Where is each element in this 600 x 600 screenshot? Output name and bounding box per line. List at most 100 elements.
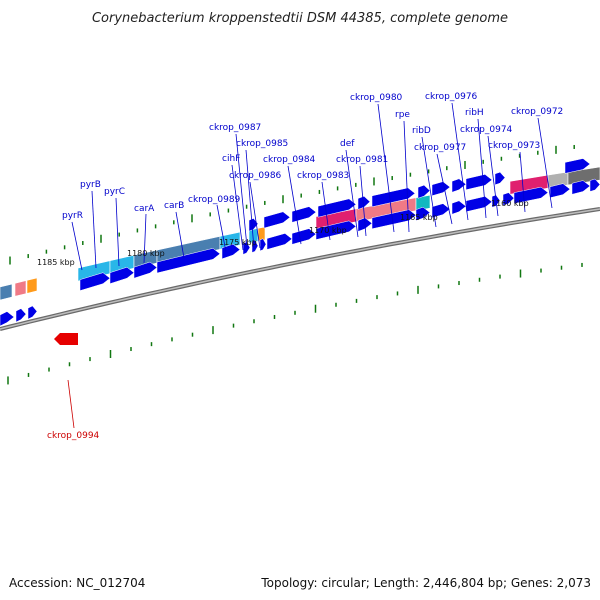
cog-category-track: [0, 166, 600, 301]
gene-label-carB[interactable]: carB: [164, 201, 184, 211]
gene-arrow-icon: [263, 211, 291, 229]
gene-arrow-icon: [451, 200, 467, 215]
upper-tick-track: [9, 144, 575, 265]
gene-label-cihF[interactable]: cihF: [222, 154, 240, 164]
leader-line: [231, 164, 244, 251]
leader-line: [249, 181, 261, 249]
leader-line: [537, 117, 553, 209]
gene-arrow-icon: [221, 243, 241, 260]
leader-line: [436, 153, 453, 225]
leader-line: [345, 149, 359, 238]
leader-line: [451, 102, 469, 221]
gene-arrow-icon: [242, 241, 251, 255]
genome-summary-label: Topology: circular; Length: 2,446,804 bp…: [261, 576, 591, 590]
leader-ckrop_0994: [67, 379, 75, 429]
gene-label-ckrop_0989[interactable]: ckrop_0989: [188, 195, 241, 205]
gene-arrow-icon: [317, 198, 357, 218]
gene-label-ckrop_0987[interactable]: ckrop_0987: [209, 123, 261, 133]
gene-label-ckrop_0972[interactable]: ckrop_0972: [511, 107, 563, 117]
gene-arrow-icon: [465, 196, 493, 213]
leader-line: [421, 136, 437, 228]
leader-line: [477, 118, 487, 219]
scale-label-1175: 1175 kbp: [219, 238, 257, 247]
scale-label-1160: 1160 kbp: [491, 199, 529, 208]
leader-line: [235, 133, 248, 248]
scale-label-1170: 1170 kbp: [309, 226, 347, 235]
gene-label-ckrop_0983[interactable]: ckrop_0983: [297, 171, 349, 181]
cog-segment: [0, 283, 13, 301]
scale-label-1185: 1185 kbp: [37, 258, 75, 267]
leader-line: [287, 165, 302, 245]
leader-line: [359, 165, 367, 237]
gene-label-pyrB[interactable]: pyrB: [80, 180, 101, 190]
gene-label-def[interactable]: def: [340, 139, 355, 149]
leader-line: [143, 213, 147, 264]
leader-line: [71, 221, 83, 271]
gene-label-ckrop_0994[interactable]: ckrop_0994: [47, 431, 100, 441]
label-leader-lines: [71, 102, 553, 271]
leader-line: [216, 204, 227, 253]
genome-backbone: [0, 207, 600, 331]
gene-track-inner: [0, 158, 591, 327]
map-title: Corynebacterium kroppenstedtii DSM 44385…: [92, 11, 508, 26]
gene-arrow-icon: [259, 238, 267, 252]
gene-label-ckrop_0981[interactable]: ckrop_0981: [336, 155, 388, 165]
leader-line: [91, 190, 97, 269]
gene-arrow-icon: [156, 248, 221, 274]
gene-arrow-icon: [266, 233, 293, 250]
gene-track-outer: [79, 178, 600, 292]
leader-line: [519, 151, 526, 213]
gene-arrow-icon: [371, 209, 417, 230]
leader-line: [487, 135, 499, 217]
backbone-highlight: [0, 208, 600, 330]
cog-segment: [14, 280, 27, 297]
gene-label-ckrop_0980[interactable]: ckrop_0980: [350, 93, 403, 103]
cog-segment: [415, 194, 431, 212]
gene-arrow-icon: [571, 180, 591, 195]
gene-arrow-icon: [109, 266, 135, 285]
gene-label-ckrop_0973[interactable]: ckrop_0973: [488, 141, 540, 151]
gene-label-ckrop_0976[interactable]: ckrop_0976: [425, 92, 478, 102]
leader-line: [403, 120, 410, 233]
gene-arrow-icon: [133, 261, 158, 279]
gene-arrow-icon: [415, 206, 431, 222]
gene-label-ckrop_0974[interactable]: ckrop_0974: [460, 125, 513, 135]
gene-arrow-icon: [494, 171, 506, 186]
gene-arrow-icon: [417, 184, 431, 199]
leader-line: [175, 211, 185, 259]
gene-arrow-icon[interactable]: [54, 333, 78, 345]
gene-arrow-icon: [371, 187, 416, 208]
gene-arrow-icon: [15, 308, 27, 323]
gene-arrow-icon: [0, 311, 15, 327]
leader-line: [115, 197, 120, 267]
gene-label-ribD[interactable]: ribD: [412, 126, 431, 136]
gene-arrow-icon: [79, 272, 111, 292]
gene-arrow-icon: [431, 181, 451, 197]
accession-label: Accession: NC_012704: [9, 576, 146, 590]
gene-arrow-icon: [564, 158, 591, 174]
gene-arrow-icon: [513, 186, 549, 204]
gene-label-rpe[interactable]: rpe: [395, 110, 410, 120]
lower-tick-track: [7, 262, 583, 385]
gene-arrow-icon: [315, 220, 357, 240]
cog-segment: [26, 277, 38, 294]
gene-label-ckrop_0984[interactable]: ckrop_0984: [263, 155, 316, 165]
leader-line: [377, 103, 395, 233]
gene-arrow-icon: [589, 178, 600, 192]
gene-label-ribH[interactable]: ribH: [465, 108, 484, 118]
gene-arrow-icon: [27, 305, 38, 320]
gene-label-ckrop_0977[interactable]: ckrop_0977: [414, 143, 466, 153]
gene-arrow-icon: [291, 228, 317, 245]
gene-arrow-icon: [431, 203, 451, 219]
gene-label-pyrC[interactable]: pyrC: [104, 187, 125, 197]
gene-label-ckrop_0985[interactable]: ckrop_0985: [236, 139, 288, 149]
leader-line: [321, 181, 331, 241]
gene-label-pyrR[interactable]: pyrR: [62, 211, 83, 221]
leader-line: [245, 149, 255, 250]
gene-arrow-icon: [465, 174, 493, 191]
gene-arrow-icon: [502, 192, 515, 206]
gene-label-ckrop_0986[interactable]: ckrop_0986: [229, 171, 282, 181]
gene-label-carA[interactable]: carA: [134, 204, 155, 214]
scale-label-1180: 1180 kbp: [127, 249, 165, 258]
